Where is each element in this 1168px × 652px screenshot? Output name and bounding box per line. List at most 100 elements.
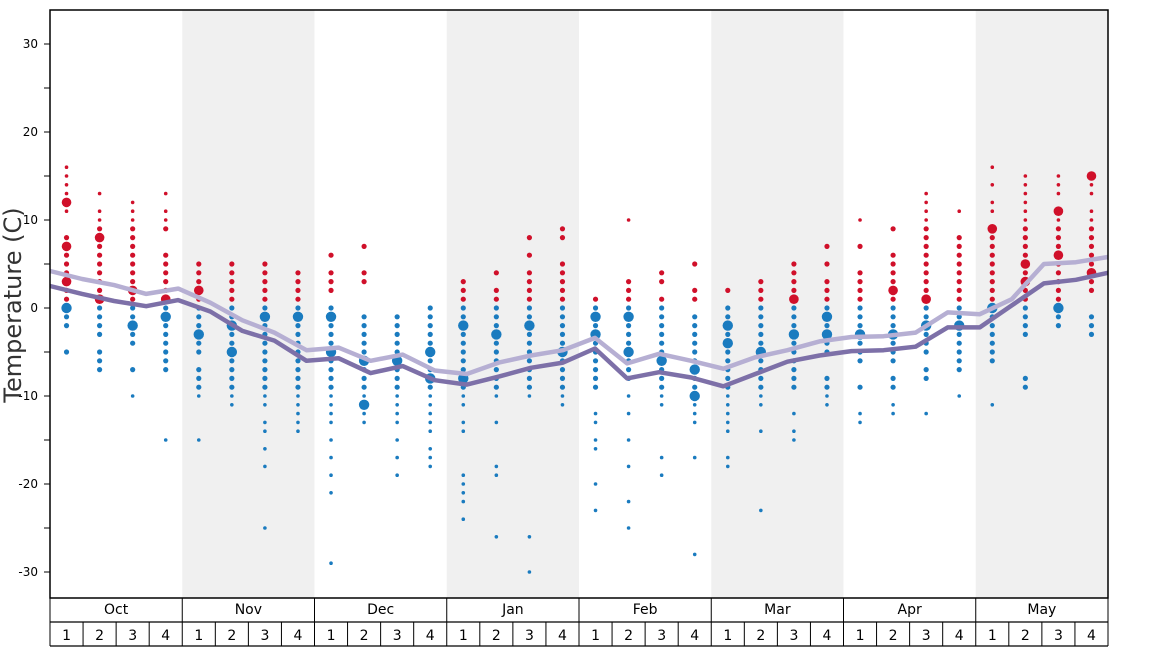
warm-point (625, 287, 632, 293)
cold-point (263, 447, 267, 451)
warm-point (1023, 218, 1028, 222)
warm-point (791, 261, 797, 267)
warm-point (63, 235, 70, 241)
warm-point (956, 279, 962, 285)
cold-point (361, 314, 367, 320)
cold-point (857, 340, 863, 346)
cold-point (559, 305, 566, 311)
month-label: Apr (898, 602, 922, 618)
cold-point (592, 358, 599, 364)
cold-point (858, 411, 862, 416)
warm-point (559, 279, 566, 285)
cold-point (295, 358, 301, 364)
cold-point (857, 305, 863, 311)
warm-point (1089, 218, 1094, 222)
warm-point (130, 243, 136, 249)
cold-point (527, 394, 532, 398)
cold-point (659, 305, 665, 311)
cold-point (395, 403, 399, 407)
cold-point (394, 323, 400, 329)
cold-point (428, 464, 433, 469)
warm-point (956, 261, 962, 267)
cold-point (559, 375, 566, 381)
warm-point (64, 191, 69, 196)
cold-point (625, 323, 632, 329)
warm-point (96, 226, 103, 232)
cold-point (1088, 314, 1095, 320)
cold-point (891, 411, 895, 416)
cold-point (659, 314, 665, 320)
warm-point (924, 200, 928, 205)
month-label: Feb (633, 602, 658, 618)
cold-point (923, 314, 929, 320)
warm-point (493, 270, 499, 276)
cold-point (1088, 331, 1095, 337)
cold-point (130, 305, 136, 311)
cold-point (362, 420, 366, 425)
cold-point (230, 394, 234, 398)
cold-point (659, 340, 665, 346)
warm-point (262, 287, 268, 293)
cold-point (328, 367, 334, 373)
cold-point (758, 340, 764, 346)
warm-point (130, 296, 136, 302)
cold-point (263, 420, 267, 425)
cold-point (428, 429, 433, 434)
warm-point (163, 191, 168, 196)
cold-point (692, 411, 697, 416)
cold-point (692, 403, 697, 407)
cold-point (295, 384, 301, 390)
cold-point (460, 314, 466, 320)
cold-point-large (425, 346, 436, 358)
cold-point (692, 331, 698, 337)
cold-point (262, 305, 268, 311)
warm-point (758, 287, 764, 293)
cold-point (96, 349, 103, 355)
week-label: 3 (260, 628, 269, 644)
warm-point (96, 287, 103, 293)
cold-point (163, 349, 169, 355)
warm-point (956, 270, 962, 276)
warm-point (1089, 191, 1094, 196)
cold-point (989, 340, 995, 346)
cold-point (461, 394, 466, 398)
warm-point (163, 226, 169, 232)
cold-point (725, 411, 730, 416)
cold-point (328, 305, 334, 311)
cold-point (295, 375, 301, 381)
y-tick-label: 10 (23, 213, 38, 227)
cold-point (295, 305, 301, 311)
warm-point (64, 165, 69, 169)
warm-point (824, 296, 830, 302)
week-label: 2 (95, 628, 104, 644)
week-label: 1 (194, 628, 203, 644)
warm-point (1056, 191, 1061, 196)
warm-point (460, 279, 466, 285)
warm-point (163, 270, 169, 276)
warm-point (890, 261, 896, 267)
cold-point (923, 375, 929, 381)
warm-point (857, 287, 863, 293)
cold-point (526, 384, 533, 390)
cold-point (890, 375, 896, 381)
cold-point (493, 384, 499, 390)
warm-point (923, 270, 929, 276)
warm-point (97, 191, 102, 196)
cold-point (559, 384, 566, 390)
warm-point (1088, 279, 1095, 285)
warm-point (824, 243, 830, 249)
cold-point (395, 455, 399, 460)
cold-point (361, 323, 367, 329)
y-tick-label: -10 (18, 389, 38, 403)
cold-point (792, 429, 796, 434)
cold-point-large (788, 329, 800, 340)
cold-point (296, 429, 300, 434)
cold-point (923, 305, 929, 311)
cold-point (825, 403, 829, 407)
warm-point (559, 270, 566, 276)
warm-point (791, 270, 797, 276)
warm-point (526, 287, 533, 293)
warm-point (1023, 174, 1028, 178)
cold-point (791, 367, 797, 373)
warm-point (1023, 209, 1028, 213)
